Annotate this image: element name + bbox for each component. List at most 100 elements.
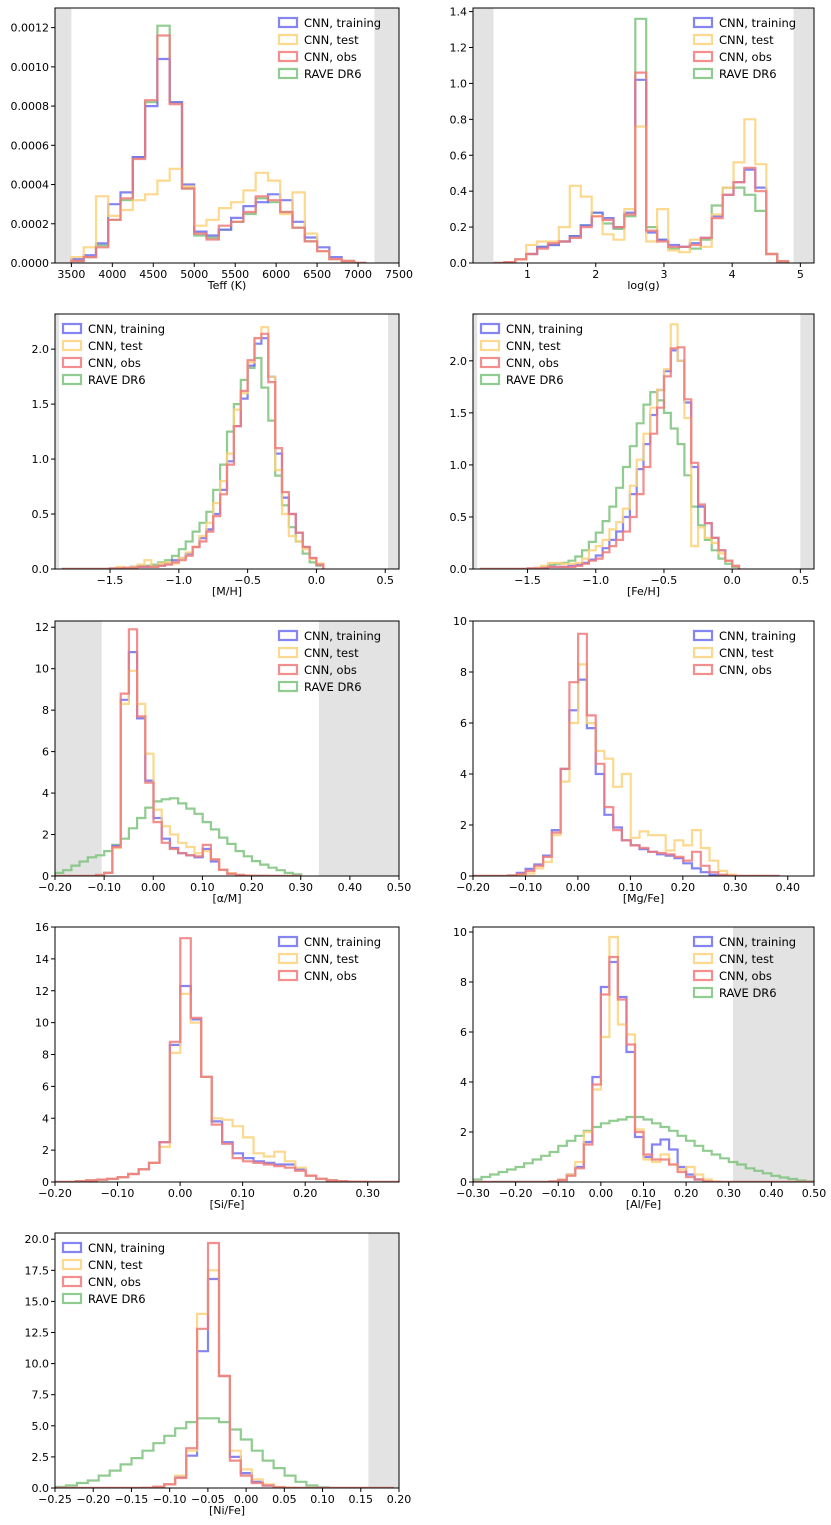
y-tick-label: 0 <box>42 1176 49 1189</box>
x-tick-label: 0.10 <box>631 1187 656 1200</box>
y-tick-label: 0.0 <box>450 257 468 270</box>
x-axis-label: [Ni/Fe] <box>209 1504 245 1517</box>
histogram-cnn-test <box>473 663 780 876</box>
legend-swatch <box>61 322 83 335</box>
x-tick-label: 6000 <box>262 268 290 281</box>
x-tick-label: 4000 <box>98 268 126 281</box>
histogram-cnn-test <box>55 992 399 1182</box>
x-tick-label: 0.40 <box>338 881 363 894</box>
histograms <box>70 24 367 263</box>
x-tick-label: 7500 <box>385 268 413 281</box>
x-tick-label: 0.30 <box>355 1187 380 1200</box>
shaded-region <box>318 621 399 876</box>
x-tick-label: −0.20 <box>38 1187 72 1200</box>
legend-label: CNN, obs <box>304 50 357 64</box>
legend-label: CNN, test <box>304 33 359 47</box>
y-tick-label: 0.0002 <box>11 218 50 231</box>
legend-swatch <box>692 16 714 29</box>
x-tick-label: 0.10 <box>230 1187 255 1200</box>
y-tick-label: 4 <box>460 768 467 781</box>
legend: CNN, training CNN, test CNN, obs <box>692 629 796 677</box>
x-tick-label: 5 <box>797 268 804 281</box>
legend-label: CNN, training <box>304 629 381 643</box>
legend-swatch <box>61 356 83 369</box>
x-tick-label: −0.5 <box>234 574 261 587</box>
y-tick-label: 10 <box>35 1017 49 1030</box>
legend-label: RAVE DR6 <box>88 1292 146 1306</box>
y-tick-label: 8 <box>460 666 467 679</box>
axes-frame <box>54 313 400 570</box>
y-tick-label: 12 <box>35 985 49 998</box>
x-tick-label: −0.20 <box>38 881 72 894</box>
x-tick-label: −1.0 <box>165 574 192 587</box>
x-tick-label: 0.20 <box>293 1187 318 1200</box>
legend: CNN, training CNN, test CNN, obs RAVE DR6 <box>479 322 583 387</box>
x-tick-label: 2 <box>592 268 599 281</box>
legend-swatch <box>277 952 299 965</box>
y-tick-label: 2.0 <box>32 343 50 356</box>
x-tick-label: −0.25 <box>38 1493 72 1506</box>
shaded-region <box>473 8 494 263</box>
legend-swatch <box>61 1241 83 1254</box>
y-tick-label: 5.0 <box>32 1420 50 1433</box>
legend-label: CNN, obs <box>304 663 357 677</box>
y-tick-label: 2.5 <box>32 1451 50 1464</box>
legend-swatch <box>277 33 299 46</box>
axes-frame <box>54 7 400 264</box>
panel-1: 3500 4000 4500 5000 5500 6000 6500 7000 7500 0.00… <box>11 7 413 292</box>
y-tick-label: 6 <box>42 746 49 759</box>
y-tick-label: 1.0 <box>450 77 468 90</box>
y-tick-label: 2.0 <box>450 355 468 368</box>
x-tick-label: 0.10 <box>618 881 643 894</box>
y-tick-label: 1.2 <box>450 42 468 55</box>
panel-2: 1 2 3 4 5 0.0 0.2 0.4 0.6 0.8 1.0 1.2 1.4 log(g) CNN, … <box>450 6 815 292</box>
legend-label: RAVE DR6 <box>506 373 564 387</box>
x-tick-label: −0.20 <box>456 881 490 894</box>
legend-label: RAVE DR6 <box>304 67 362 81</box>
y-tick-label: 0.0008 <box>11 100 50 113</box>
legend-label: CNN, obs <box>719 663 772 677</box>
x-tick-label: 7000 <box>344 268 372 281</box>
histogram-cnn-test <box>70 167 367 263</box>
legend-label: RAVE DR6 <box>88 373 146 387</box>
legend-swatch <box>61 1292 83 1305</box>
legend-label: CNN, training <box>304 16 381 30</box>
x-tick-label: 4500 <box>139 268 167 281</box>
legend-label: CNN, obs <box>719 50 772 64</box>
x-tick-label: 0.30 <box>723 881 748 894</box>
x-axis-label: [Fe/H] <box>627 585 660 598</box>
legend-label: CNN, training <box>88 1241 165 1255</box>
legend-label: CNN, obs <box>719 969 772 983</box>
panel-6: −0.20 −0.10 0.00 0.10 0.20 0.30 0.40 0 2 4 6 8 10 [Mg… <box>453 615 815 905</box>
y-tick-label: 1.0 <box>32 453 50 466</box>
y-tick-label: 16 <box>35 921 49 934</box>
legend-swatch <box>692 969 714 982</box>
y-tick-label: 6 <box>42 1080 49 1093</box>
x-tick-label: −0.15 <box>115 1493 149 1506</box>
y-tick-label: 2 <box>42 1144 49 1157</box>
legend-swatch <box>479 356 501 369</box>
legend-label: CNN, test <box>719 33 774 47</box>
x-tick-label: 0.50 <box>387 881 412 894</box>
x-tick-label: 0.20 <box>387 1493 412 1506</box>
y-tick-label: 1.4 <box>450 6 468 19</box>
histogram-cnn-obs <box>493 71 790 263</box>
y-tick-label: 0.5 <box>32 508 50 521</box>
legend-swatch <box>692 50 714 63</box>
x-tick-label: −0.5 <box>651 574 678 587</box>
x-tick-label: −0.05 <box>191 1493 225 1506</box>
x-tick-label: −1.0 <box>582 574 609 587</box>
y-tick-label: 0.0000 <box>11 257 50 270</box>
y-tick-label: 0.0010 <box>11 61 50 74</box>
y-tick-label: 4 <box>42 787 49 800</box>
y-tick-label: 10 <box>35 663 49 676</box>
legend-label: CNN, test <box>719 952 774 966</box>
x-tick-label: 1 <box>524 268 531 281</box>
legend-label: CNN, test <box>719 646 774 660</box>
legend: CNN, training CNN, test CNN, obs RAVE DR6 <box>61 322 165 387</box>
histogram-cnn-training <box>473 678 780 876</box>
y-tick-label: 2 <box>460 1126 467 1139</box>
histograms <box>61 326 325 569</box>
y-tick-label: 1.5 <box>32 398 50 411</box>
y-tick-label: 0.0 <box>450 563 468 576</box>
